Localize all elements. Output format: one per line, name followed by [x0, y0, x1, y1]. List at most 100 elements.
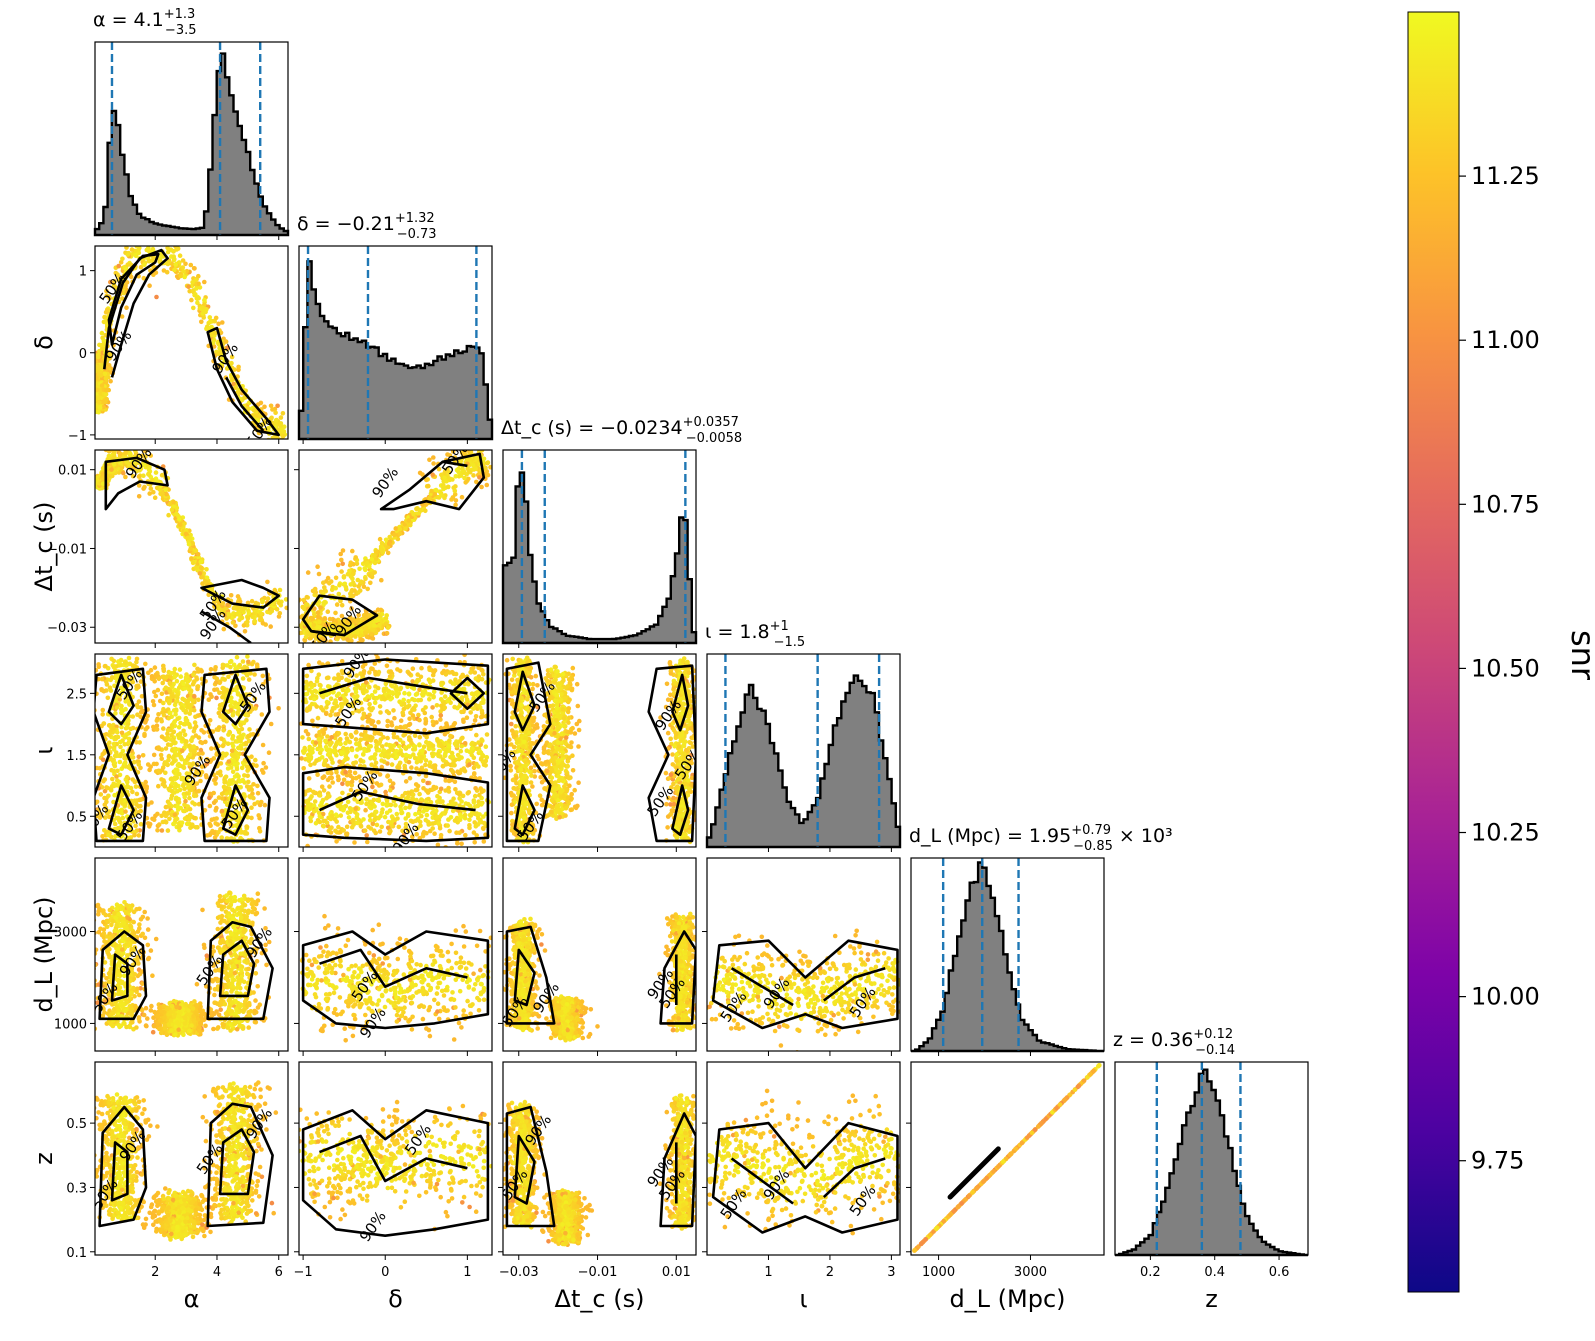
sample-point — [225, 602, 230, 608]
sample-point — [245, 773, 250, 779]
sample-point — [354, 561, 360, 567]
sample-point — [141, 473, 146, 479]
sample-point — [159, 768, 165, 773]
sample-point — [305, 629, 310, 635]
sample-point — [111, 768, 117, 774]
contour-alpha|iota-2 — [107, 784, 135, 836]
sample-point — [234, 802, 240, 808]
sample-point — [181, 681, 186, 687]
sample-point — [90, 403, 95, 408]
sample-point — [313, 636, 319, 641]
sample-point — [337, 645, 342, 650]
sample-point — [157, 487, 163, 493]
sample-point — [174, 783, 179, 788]
sample-point — [361, 584, 367, 589]
sample-point — [320, 637, 325, 642]
sample-point — [169, 812, 174, 818]
sample-point — [477, 705, 483, 710]
sample-point — [148, 764, 153, 769]
sample-point — [99, 676, 105, 682]
sample-point — [108, 378, 113, 384]
sample-point — [255, 783, 260, 789]
sample-point — [122, 756, 127, 761]
sample-point — [234, 817, 239, 823]
sample-point — [208, 692, 213, 697]
sample-point — [212, 687, 217, 693]
sample-point — [193, 714, 198, 720]
sample-point — [100, 476, 106, 481]
sample-point — [194, 781, 200, 786]
sample-point — [87, 821, 92, 826]
title-minus: −0.0058 — [686, 431, 742, 446]
sample-point — [97, 400, 102, 405]
sample-point — [326, 675, 331, 680]
sample-point — [266, 437, 271, 439]
sample-point — [237, 779, 243, 784]
sample-point — [183, 261, 188, 267]
sample-point — [88, 710, 93, 715]
sample-point — [130, 679, 136, 685]
sample-point — [180, 736, 185, 741]
sample-point — [228, 779, 233, 785]
sample-point — [90, 399, 95, 404]
sample-point — [348, 582, 354, 587]
sample-point — [243, 740, 249, 746]
sample-point — [340, 624, 345, 630]
sample-point — [212, 835, 218, 840]
sample-point — [172, 674, 178, 679]
sample-point — [136, 474, 142, 479]
sample-point — [252, 618, 258, 624]
sample-point — [212, 603, 218, 609]
sample-point — [217, 600, 222, 606]
sample-point — [147, 821, 153, 827]
sample-point — [140, 708, 146, 714]
sample-point — [159, 756, 164, 761]
sample-point — [156, 768, 161, 774]
sample-point — [417, 687, 422, 693]
sample-point — [245, 616, 251, 621]
sample-point — [315, 610, 321, 615]
sample-point — [175, 804, 180, 809]
sample-point — [238, 738, 243, 743]
sample-point — [166, 512, 171, 518]
sample-point — [131, 759, 137, 765]
panel-frame-1-0 — [94, 245, 289, 440]
sample-point — [128, 835, 134, 840]
sample-point — [136, 754, 142, 760]
sample-point — [352, 588, 357, 593]
sample-point — [90, 732, 95, 737]
sample-point — [95, 364, 100, 370]
sample-point — [226, 759, 232, 764]
sample-point — [216, 351, 221, 357]
title-plus: +1.32 — [395, 211, 435, 226]
sample-point — [259, 799, 264, 805]
sample-point — [125, 783, 130, 789]
sample-point — [137, 672, 142, 678]
sample-point — [103, 375, 109, 381]
sample-point — [349, 606, 354, 611]
sample-point — [101, 688, 107, 694]
scatter-alpha|delta: 50%90% 90%50% — [90, 246, 288, 439]
sample-point — [375, 685, 381, 691]
sample-point — [102, 802, 108, 808]
sample-point — [356, 584, 362, 589]
sample-point — [183, 675, 189, 680]
sample-point — [165, 731, 170, 737]
sample-point — [144, 784, 149, 789]
scatter-delta|iota: 90%50%90%50% — [299, 654, 492, 847]
sample-point — [228, 703, 233, 709]
sample-point — [239, 765, 245, 771]
sample-point — [187, 806, 193, 812]
sample-point — [104, 293, 109, 299]
sample-point — [443, 672, 449, 677]
sample-point — [110, 441, 115, 446]
sample-point — [165, 246, 170, 251]
sample-point — [195, 552, 201, 557]
sample-point — [316, 571, 322, 577]
sample-point — [111, 741, 117, 747]
sample-point — [190, 560, 196, 566]
sample-point — [115, 778, 120, 783]
sample-point — [172, 790, 177, 795]
sample-point — [118, 260, 124, 265]
sample-point — [329, 628, 335, 633]
